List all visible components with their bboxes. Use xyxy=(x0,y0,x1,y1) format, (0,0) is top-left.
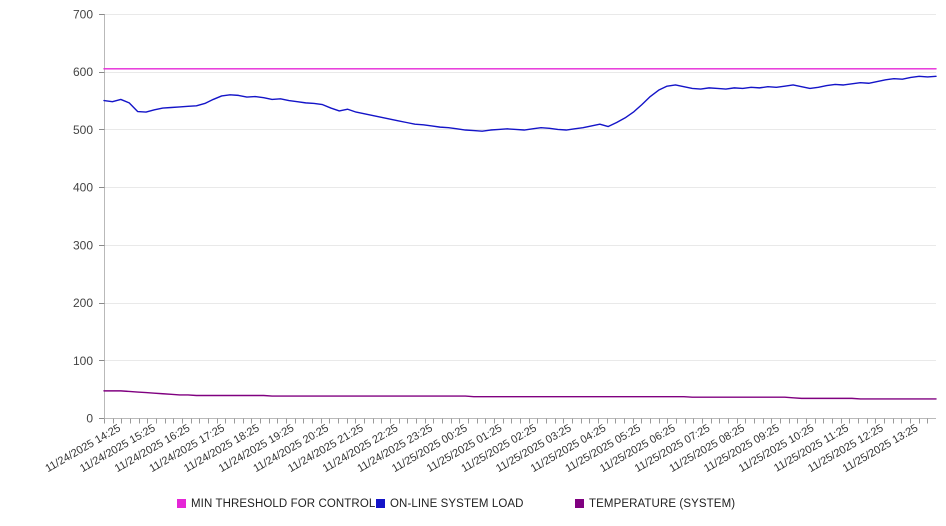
legend-label: ON-LINE SYSTEM LOAD xyxy=(390,498,524,510)
x-axis xyxy=(104,418,936,424)
series-line xyxy=(103,390,937,400)
y-tick-label: 0 xyxy=(86,412,93,426)
legend-swatch xyxy=(177,499,186,508)
chart-legend: MIN THRESHOLD FOR CONTROL ON-LINE SYSTEM … xyxy=(177,498,735,510)
y-tick-label: 500 xyxy=(73,123,93,137)
legend-label: TEMPERATURE (SYSTEM) xyxy=(589,498,735,510)
y-axis xyxy=(99,14,105,419)
legend-label: MIN THRESHOLD FOR CONTROL xyxy=(191,498,376,510)
legend-swatch xyxy=(575,499,584,508)
y-tick-label: 300 xyxy=(73,238,93,252)
y-tick-label: 200 xyxy=(73,296,93,310)
y-tick-labels: 0 100 200 300 400 500 600 700 xyxy=(73,8,93,426)
y-tick-label: 600 xyxy=(73,65,93,79)
gridlines xyxy=(104,14,936,419)
y-tick-label: 700 xyxy=(73,8,93,22)
series-lines xyxy=(103,68,937,400)
y-tick-label: 400 xyxy=(73,181,93,195)
series-line xyxy=(103,75,937,132)
y-tick-label: 100 xyxy=(73,354,93,368)
legend-swatch xyxy=(376,499,385,508)
